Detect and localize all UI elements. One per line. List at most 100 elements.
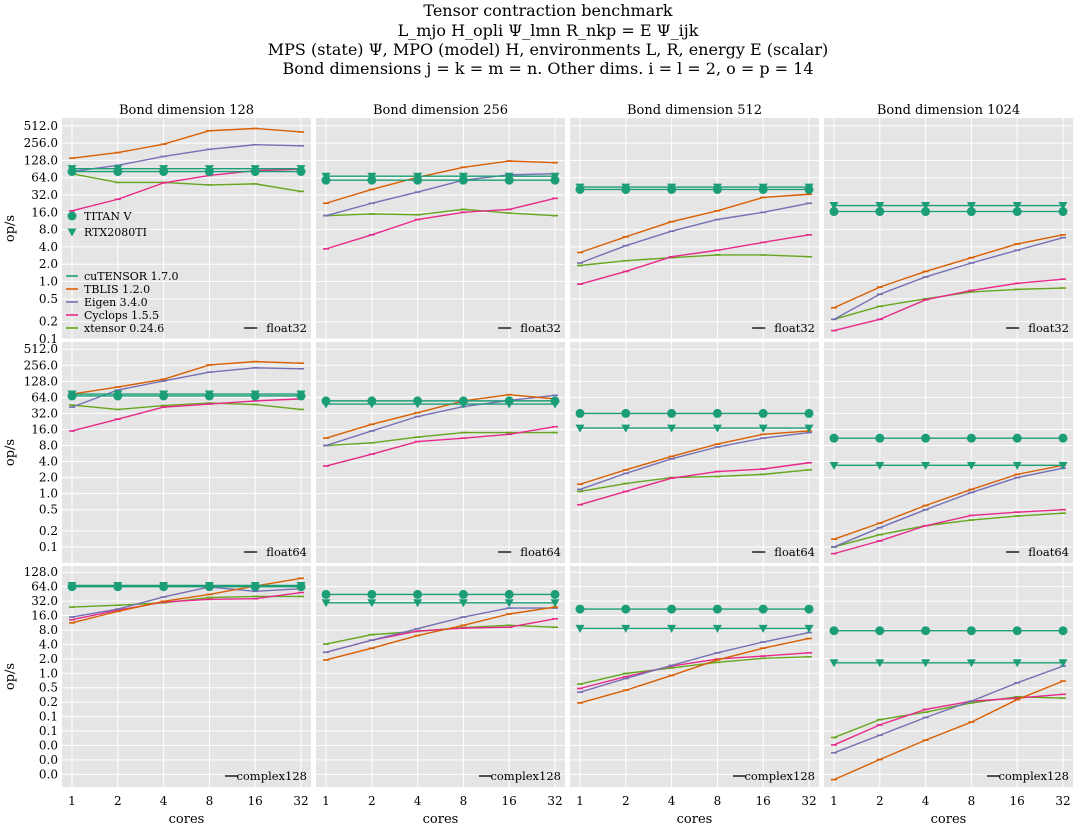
- x-tick-label: 16: [1010, 794, 1025, 808]
- chart-panel-r0c1: float32: [316, 118, 565, 340]
- data-point-titan: [504, 589, 514, 599]
- data-point-rtx: [966, 659, 976, 668]
- chart-panel-r1c2: float64: [570, 342, 819, 563]
- y-tick-label: 2.0: [39, 471, 58, 485]
- data-point-rtx: [921, 659, 931, 668]
- dtype-label: float64: [266, 545, 307, 559]
- data-point-titan: [1058, 207, 1068, 217]
- series-line-tblis: [71, 577, 302, 624]
- data-point-rtx: [413, 400, 423, 409]
- x-tick-label: 4: [668, 794, 676, 808]
- y-tick-label: 1.0: [39, 666, 58, 680]
- data-point-titan: [621, 604, 631, 614]
- x-tick-label: 8: [714, 794, 722, 808]
- data-point-titan: [321, 589, 331, 599]
- data-point-rtx: [159, 165, 169, 174]
- panel-background: [570, 566, 819, 787]
- panel-background: [316, 118, 565, 339]
- series-line-tblis: [325, 393, 556, 439]
- x-tick-label: 16: [248, 794, 263, 808]
- series-line-eigen: [71, 367, 302, 408]
- data-point-rtx: [113, 390, 123, 399]
- data-point-rtx: [804, 424, 814, 433]
- y-tick-label: 64.0: [31, 171, 58, 185]
- y-tick-label: 0.0: [39, 738, 58, 752]
- data-point-rtx: [204, 390, 214, 399]
- data-point-titan: [575, 604, 585, 614]
- data-point-rtx: [458, 400, 468, 409]
- series-line-eigen: [579, 202, 810, 264]
- chart-panel-r2c3: 1 2 4 8 16 32 cores complex128: [824, 566, 1073, 827]
- column-title: Bond dimension 512: [627, 103, 762, 118]
- y-tick-label: 32.0: [31, 188, 58, 202]
- y-tick-label: 4.0: [39, 240, 58, 254]
- data-point-titan: [1058, 626, 1068, 636]
- series-line-eigen: [325, 607, 555, 653]
- series-group: [67, 360, 306, 432]
- data-point-rtx: [250, 165, 260, 174]
- series-line-cyclops: [833, 693, 1064, 746]
- series-line-cyclops: [71, 591, 302, 621]
- title-line-1: Tensor contraction benchmark: [423, 1, 672, 20]
- data-point-rtx: [621, 624, 631, 633]
- series-line-tblis: [833, 464, 1064, 540]
- data-point-rtx: [712, 183, 722, 192]
- series-line-eigen: [833, 467, 1064, 548]
- data-point-rtx: [204, 165, 214, 174]
- data-point-titan: [667, 604, 677, 614]
- series-line-cyclops: [833, 278, 1064, 332]
- y-tick-label: 0.0: [39, 753, 58, 767]
- series-line-eigen: [833, 236, 1064, 320]
- data-point-rtx: [1012, 202, 1022, 211]
- data-point-rtx: [550, 599, 560, 608]
- data-point-rtx: [504, 172, 514, 181]
- title-line-4: Bond dimensions j = k = m = n. Other dim…: [282, 59, 813, 78]
- x-tick-label: 2: [622, 794, 630, 808]
- series-group: [321, 160, 560, 250]
- data-point-rtx: [758, 624, 768, 633]
- y-tick-label: 0.1: [39, 710, 58, 724]
- panel-background: [62, 566, 311, 787]
- x-tick-label: 32: [1055, 794, 1070, 808]
- data-point-rtx: [413, 599, 423, 608]
- data-point-rtx: [875, 202, 885, 211]
- data-point-rtx: [712, 424, 722, 433]
- chart-panel-r1c0: 0.1 0.2 0.5 1.0 2.0 4.0 8.0 16.0 32.0 64.0 128.0 25…: [3, 342, 311, 563]
- series-line-eigen: [71, 144, 302, 173]
- data-point-titan: [1012, 207, 1022, 217]
- series-line-xtensor: [325, 208, 556, 217]
- data-point-titan: [875, 626, 885, 636]
- y-tick-label: 16.0: [31, 609, 58, 623]
- chart-panel-r0c2: float32: [570, 118, 819, 340]
- legend-label: xtensor 0.24.6: [84, 322, 164, 335]
- series-line-xtensor: [579, 254, 810, 267]
- data-point-titan: [921, 207, 931, 217]
- y-tick-label: 128.0: [24, 153, 58, 167]
- chart-panel-r0c3: float32: [824, 118, 1073, 340]
- series-line-tblis: [579, 637, 810, 704]
- data-point-rtx: [829, 461, 839, 470]
- legend-label: Cyclops 1.5.5: [84, 309, 159, 322]
- data-point-titan: [575, 408, 585, 418]
- x-tick-label: 4: [160, 794, 168, 808]
- column-title: Bond dimension 1024: [877, 103, 1020, 118]
- y-tick-label: 128.0: [24, 374, 58, 388]
- y-tick-label: 0.5: [39, 681, 58, 695]
- series-line-eigen: [833, 665, 1064, 754]
- data-point-rtx: [758, 183, 768, 192]
- y-tick-label: 0.5: [39, 292, 58, 306]
- data-point-rtx: [458, 172, 468, 181]
- data-point-rtx: [575, 624, 585, 633]
- chart-panel-r1c1: float64: [316, 342, 565, 563]
- data-point-titan: [712, 408, 722, 418]
- data-point-titan: [966, 207, 976, 217]
- series-line-cyclops: [579, 234, 810, 285]
- series-line-eigen: [71, 586, 302, 618]
- x-tick-label: 32: [547, 794, 562, 808]
- data-point-rtx: [250, 581, 260, 590]
- data-point-rtx: [367, 599, 377, 608]
- data-point-titan: [875, 433, 885, 443]
- x-tick-label: 2: [114, 794, 122, 808]
- series-line-eigen: [325, 173, 556, 217]
- data-point-rtx: [575, 424, 585, 433]
